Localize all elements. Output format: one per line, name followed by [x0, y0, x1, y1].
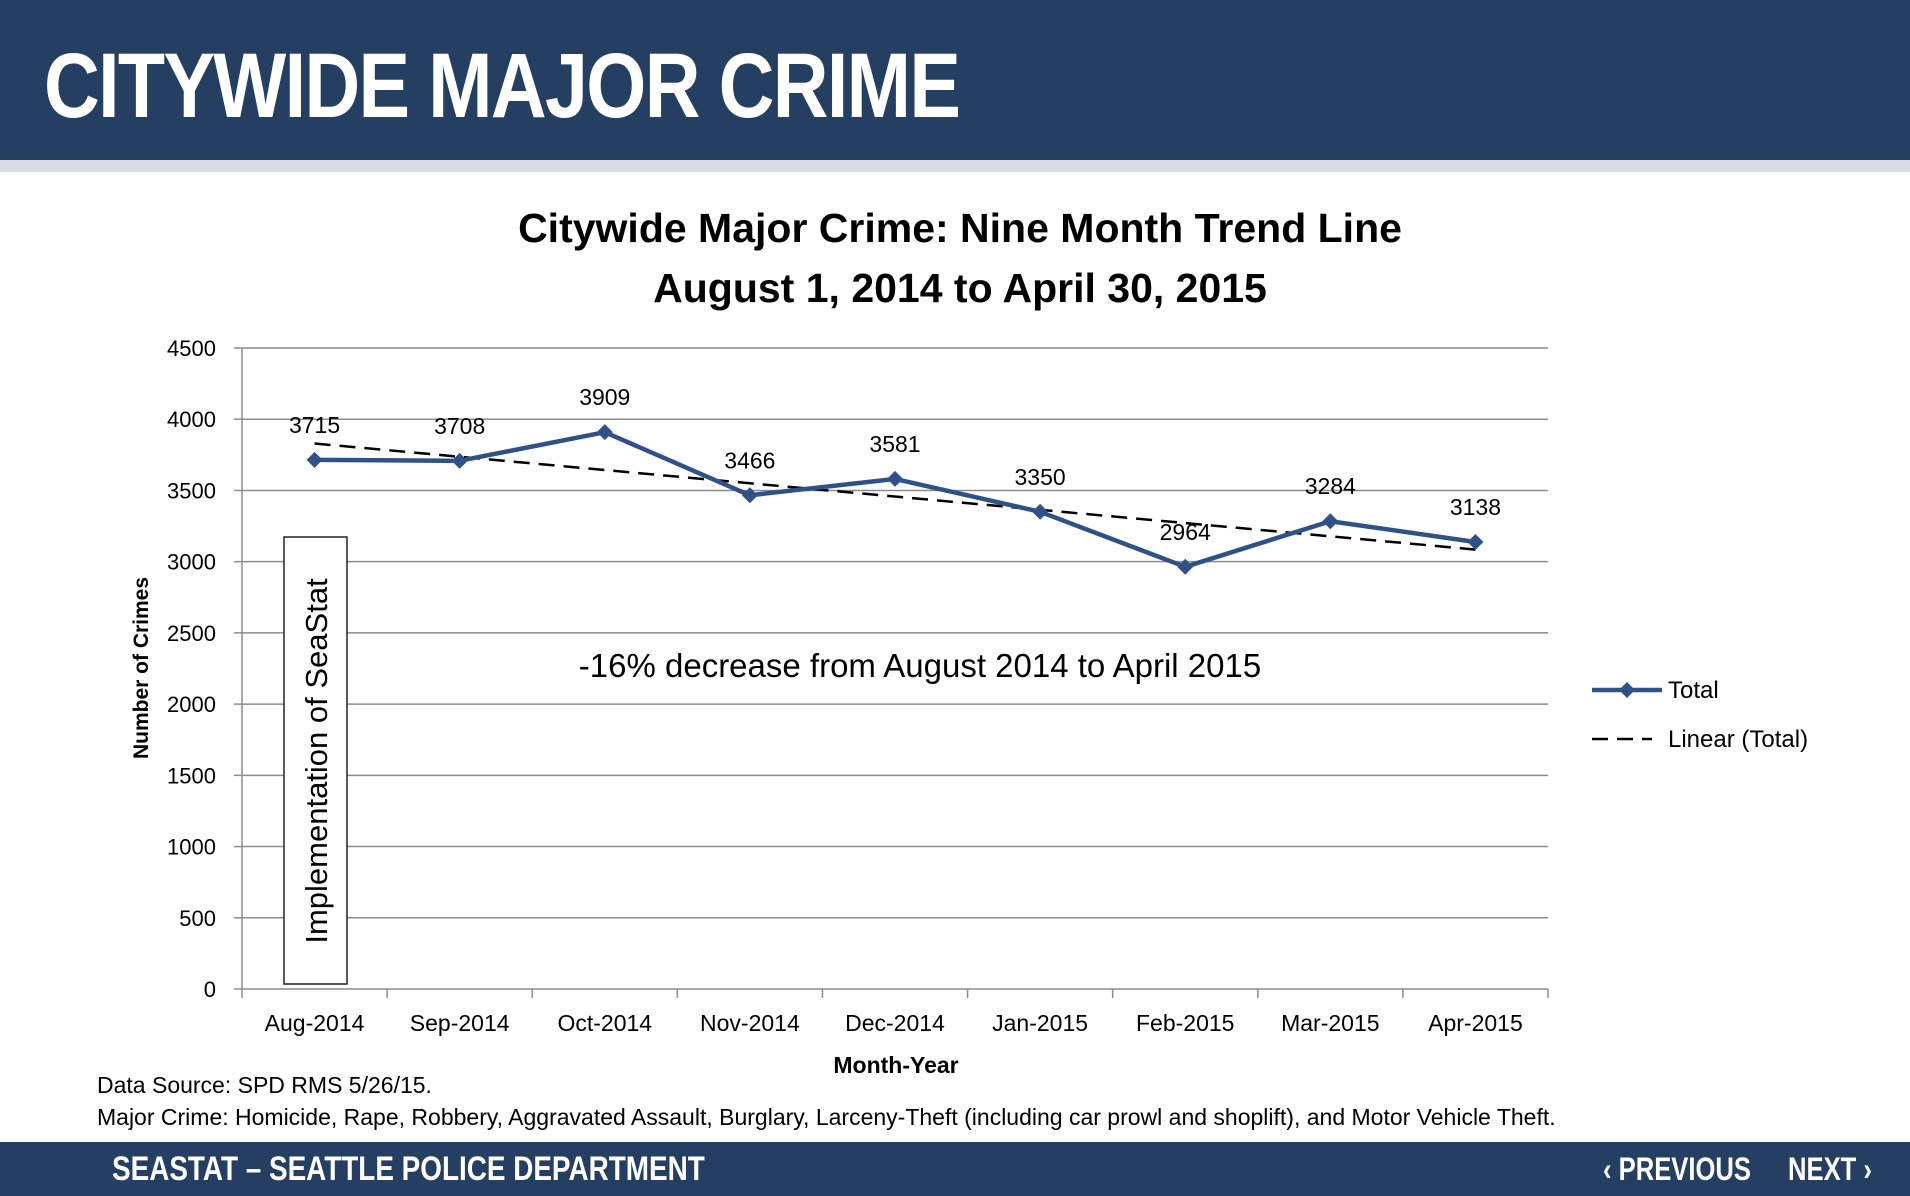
y-tick-label: 1500 [167, 763, 216, 788]
data-point-marker [1467, 534, 1484, 551]
x-tick-label: Aug-2014 [265, 1010, 365, 1036]
data-point-marker [741, 487, 758, 504]
gridlines [242, 347, 1548, 919]
y-tick-label: 3500 [167, 478, 216, 503]
data-point-marker [451, 452, 468, 469]
y-tick-label: 500 [179, 906, 216, 931]
data-point-marker [1032, 503, 1049, 520]
header-divider [0, 160, 1910, 172]
line-chart: 0 500 1000 1500 2000 2500 3000 3500 4000 4500 Aug-… [130, 336, 1808, 1078]
data-label: 3350 [1015, 464, 1066, 490]
data-label: 3909 [579, 384, 630, 410]
data-label: 3708 [434, 413, 485, 439]
data-label: 2964 [1160, 519, 1211, 545]
y-tick-label: 0 [204, 977, 216, 1002]
data-point-marker [887, 470, 903, 487]
previous-button[interactable]: ‹ PREVIOUS [1603, 1151, 1751, 1187]
y-axis-title: Number of Crimes [130, 577, 153, 759]
y-tick-label: 2000 [167, 692, 216, 717]
data-label: 3581 [869, 431, 920, 457]
y-tick-label: 2500 [167, 621, 216, 646]
trend-line-layer [314, 442, 1476, 551]
series-layer [306, 424, 1484, 575]
major-crime-definition: Major Crime: Homicide, Rape, Robbery, Ag… [97, 1104, 1556, 1130]
axes: 0 500 1000 1500 2000 2500 3000 3500 4000 4500 Aug-… [130, 336, 1549, 1078]
x-tick-label: Sep-2014 [410, 1010, 510, 1036]
footer-bar: SEASTAT – SEATTLE POLICE DEPARTMENT ‹ PR… [0, 1142, 1910, 1196]
chart-subtitle: August 1, 2014 to April 30, 2015 [653, 265, 1267, 311]
x-tick-label: Mar-2015 [1281, 1010, 1379, 1036]
legend-marker-total [1619, 682, 1635, 698]
x-tick-label: Jan-2015 [992, 1010, 1088, 1036]
x-tick-label: Oct-2014 [557, 1010, 652, 1036]
data-labels: 3715 3708 3909 3466 3581 3350 2964 3284 3138 [289, 384, 1501, 545]
x-tick-label: Feb-2015 [1136, 1010, 1234, 1036]
seastat-annotation-text: Implementation of SeaStat [299, 578, 334, 944]
data-point-marker [306, 451, 323, 468]
page-title: CITYWIDE MAJOR CRIME [44, 35, 961, 137]
data-label: 3715 [289, 412, 340, 438]
annotations: Implementation of SeaStat -16% decrease f… [283, 536, 1261, 985]
data-label: 3284 [1305, 473, 1356, 499]
data-point-marker [596, 424, 613, 441]
y-tick-label: 4000 [167, 407, 216, 432]
data-label: 3138 [1450, 494, 1501, 520]
legend-label-total: Total [1668, 677, 1719, 704]
trend-line-linear-total [314, 442, 1476, 551]
y-tick-label: 3000 [167, 550, 216, 575]
y-tick-label: 1000 [167, 835, 216, 860]
footer-title: SEASTAT – SEATTLE POLICE DEPARTMENT [112, 1150, 705, 1188]
x-tick-label: Apr-2015 [1428, 1010, 1523, 1036]
legend: Total Linear (Total) [1592, 677, 1808, 753]
y-tick-label: 4500 [167, 336, 216, 361]
legend-label-linear: Linear (Total) [1668, 726, 1808, 753]
header-bar: CITYWIDE MAJOR CRIME [0, 0, 1910, 160]
x-axis-title: Month-Year [833, 1052, 958, 1078]
data-label: 3466 [724, 447, 775, 473]
seastat-annotation-box [283, 536, 348, 985]
percent-decrease-note: -16% decrease from August 2014 to April … [579, 647, 1261, 684]
data-point-marker [1322, 513, 1339, 530]
chart-title: Citywide Major Crime: Nine Month Trend L… [518, 205, 1402, 251]
data-point-marker [1177, 558, 1194, 575]
x-tick-label: Dec-2014 [845, 1010, 945, 1036]
x-tick-label: Nov-2014 [700, 1010, 800, 1036]
next-button[interactable]: NEXT › [1788, 1151, 1872, 1187]
data-source-note: Data Source: SPD RMS 5/26/15. [97, 1072, 432, 1098]
